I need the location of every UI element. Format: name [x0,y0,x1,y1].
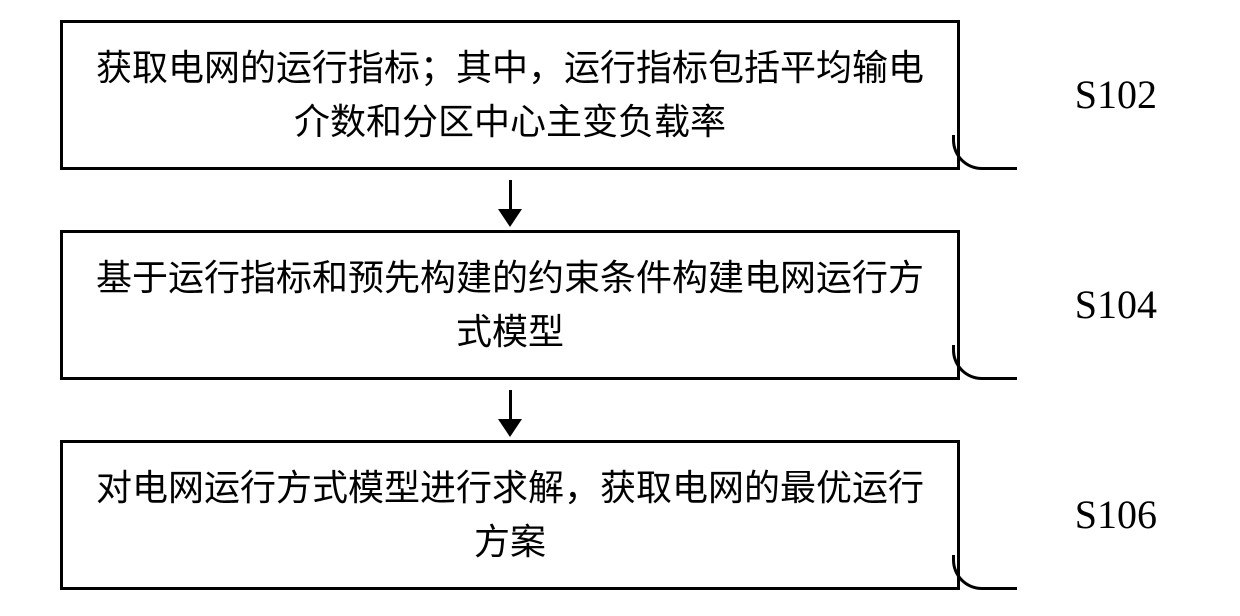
arrow-head-2 [498,419,522,437]
flowchart-container: 获取电网的运行指标；其中，运行指标包括平均输电介数和分区中心主变负载率 S102… [60,20,1180,590]
arrow-head-1 [498,209,522,227]
step-box-3: 对电网运行方式模型进行求解，获取电网的最优运行方案 S106 [60,440,960,590]
arrow-2 [60,380,960,440]
step-box-2: 基于运行指标和预先构建的约束条件构建电网运行方式模型 S104 [60,230,960,380]
step-label-2: S104 [1075,275,1157,335]
step-label-1: S102 [1075,65,1157,125]
step-label-3: S106 [1075,485,1157,545]
step-box-1: 获取电网的运行指标；其中，运行指标包括平均输电介数和分区中心主变负载率 S102 [60,20,960,170]
connector-line-3 [952,555,1017,590]
arrow-1 [60,170,960,230]
step-text-1: 获取电网的运行指标；其中，运行指标包括平均输电介数和分区中心主变负载率 [96,48,924,142]
step-text-2: 基于运行指标和预先构建的约束条件构建电网运行方式模型 [96,258,924,352]
connector-line-2 [952,345,1017,380]
step-text-3: 对电网运行方式模型进行求解，获取电网的最优运行方案 [96,468,924,562]
connector-line-1 [952,135,1017,170]
